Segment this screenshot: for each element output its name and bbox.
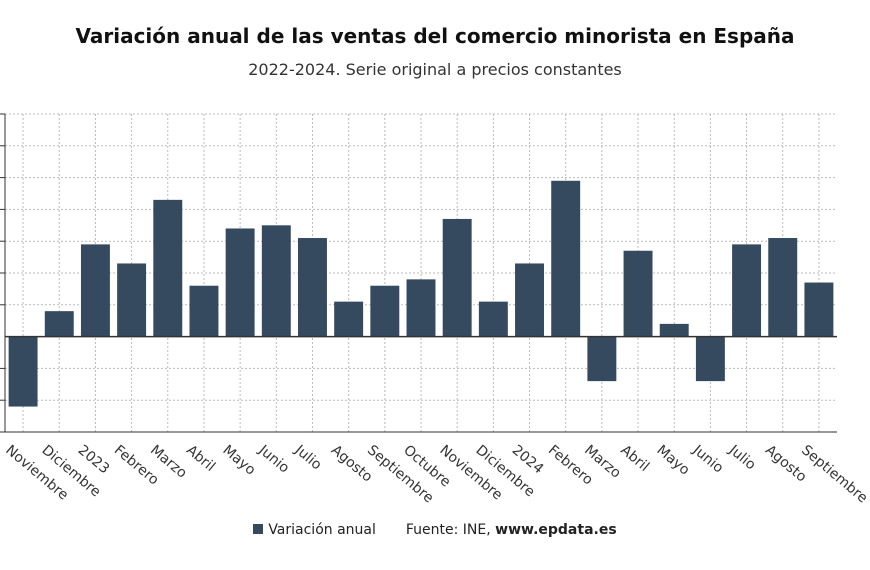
bar-6 bbox=[189, 285, 219, 337]
bar-18 bbox=[623, 250, 653, 337]
bar-19 bbox=[659, 323, 689, 337]
legend-series-label: Variación anual bbox=[268, 522, 376, 538]
x-tick-label: Junio bbox=[689, 442, 726, 477]
bar-22 bbox=[768, 238, 798, 337]
bar-2 bbox=[44, 311, 74, 337]
bar-3 bbox=[80, 244, 110, 337]
bar-21 bbox=[732, 244, 762, 337]
bar-20 bbox=[695, 336, 725, 382]
bar-8 bbox=[261, 225, 291, 337]
bar-17 bbox=[587, 336, 617, 382]
bar-1 bbox=[8, 336, 38, 407]
x-tick-label: Septiembre bbox=[798, 442, 870, 506]
bar-23 bbox=[804, 282, 834, 337]
bar-16 bbox=[551, 180, 581, 337]
x-tick-label: Junio bbox=[255, 442, 292, 477]
bar-11 bbox=[370, 285, 400, 337]
legend: Variación anual Fuente: INE, www.epdata.e… bbox=[0, 522, 870, 538]
bar-14 bbox=[478, 301, 508, 337]
bar-12 bbox=[406, 279, 436, 337]
bar-7 bbox=[225, 228, 255, 337]
chart-title: Variación anual de las ventas del comerc… bbox=[75, 24, 795, 48]
bar-10 bbox=[334, 301, 364, 337]
bar-15 bbox=[515, 263, 544, 337]
x-tick-label: Mayo bbox=[219, 442, 258, 478]
legend-swatch bbox=[253, 524, 264, 534]
bar-5 bbox=[153, 199, 183, 337]
x-tick-label: Julio bbox=[291, 442, 325, 474]
bar-4 bbox=[117, 263, 147, 337]
source-label: Fuente: INE, bbox=[405, 522, 491, 538]
bar-13 bbox=[442, 218, 472, 337]
x-tick-label: Mayo bbox=[653, 442, 692, 478]
bar-9 bbox=[298, 238, 327, 337]
source-link[interactable]: www.epdata.es bbox=[495, 522, 617, 538]
x-tick-label: Julio bbox=[725, 442, 759, 474]
chart-subtitle: 2022-2024. Serie original a precios cons… bbox=[248, 60, 622, 79]
